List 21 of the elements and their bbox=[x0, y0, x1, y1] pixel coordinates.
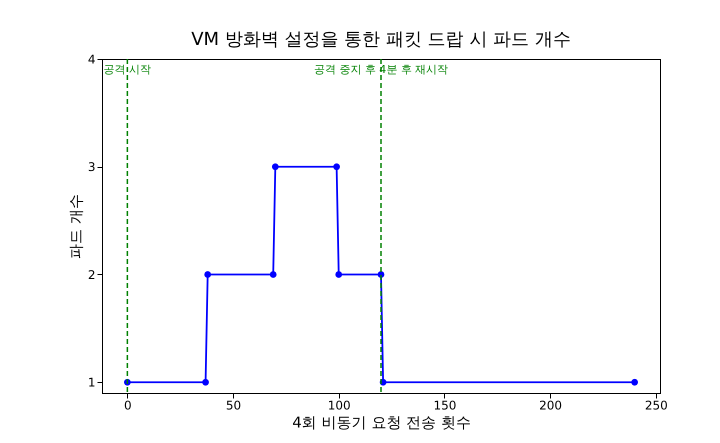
point bbox=[204, 271, 212, 278]
y-tick-label: 4 bbox=[88, 52, 96, 66]
chart-title: VM 방화벽 설정을 통한 패킷 드랍 시 파드 개수 bbox=[191, 29, 571, 50]
y-axis-title: 파드 개수 bbox=[66, 194, 85, 259]
y-tick-label: 3 bbox=[88, 160, 96, 174]
x-tick-label: 0 bbox=[124, 398, 132, 412]
point bbox=[631, 378, 638, 386]
point bbox=[270, 271, 277, 278]
point bbox=[335, 271, 342, 278]
point bbox=[202, 378, 209, 386]
x-tick-label: 150 bbox=[433, 398, 456, 412]
y-tick-label: 2 bbox=[88, 268, 96, 282]
x-tick-label: 100 bbox=[328, 398, 351, 412]
point bbox=[333, 163, 340, 170]
point bbox=[272, 163, 279, 170]
x-tick-label: 50 bbox=[226, 398, 242, 412]
ref-line-label: 공격 시작 bbox=[104, 63, 152, 76]
x-tick-label: 250 bbox=[644, 398, 668, 412]
x-axis-title: 4회 비동기 요청 전송 횟수 bbox=[292, 414, 471, 432]
x-tick-label: 200 bbox=[539, 398, 562, 412]
y-tick-label: 1 bbox=[88, 376, 96, 390]
